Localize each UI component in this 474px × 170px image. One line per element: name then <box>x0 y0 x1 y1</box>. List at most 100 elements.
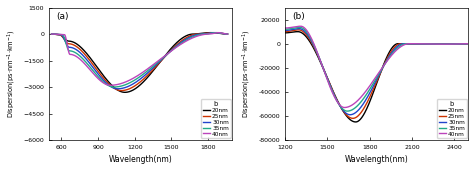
35nm <box>462 43 468 45</box>
35nm <box>442 43 448 45</box>
Line: 30nm: 30nm <box>285 29 468 115</box>
Line: 20nm: 20nm <box>285 32 468 122</box>
40nm <box>303 29 309 31</box>
30nm <box>116 88 122 90</box>
40nm <box>216 32 221 34</box>
35nm <box>314 51 320 53</box>
20nm <box>361 114 366 116</box>
25nm <box>350 117 356 119</box>
Y-axis label: Dispersion(ps·nm$^{-1}$·km$^{-1}$): Dispersion(ps·nm$^{-1}$·km$^{-1}$) <box>241 30 253 118</box>
30nm <box>314 52 320 54</box>
25nm <box>442 43 448 45</box>
Line: 25nm: 25nm <box>285 30 468 118</box>
20nm <box>225 33 230 35</box>
30nm <box>212 32 218 34</box>
Line: 35nm: 35nm <box>285 27 468 111</box>
40nm <box>116 83 122 85</box>
25nm <box>202 32 208 34</box>
30nm <box>347 114 353 116</box>
25nm <box>124 89 129 91</box>
40nm <box>79 60 85 62</box>
40nm <box>225 33 230 35</box>
25nm <box>283 31 288 33</box>
20nm <box>116 90 122 92</box>
Text: (b): (b) <box>292 12 305 21</box>
40nm <box>49 33 55 35</box>
25nm <box>225 33 230 35</box>
40nm <box>108 84 113 86</box>
30nm <box>202 33 208 35</box>
35nm <box>202 33 208 35</box>
20nm <box>49 33 55 35</box>
20nm <box>465 43 471 45</box>
30nm <box>79 54 85 56</box>
Line: 40nm: 40nm <box>52 33 228 85</box>
35nm <box>69 50 74 52</box>
25nm <box>353 117 358 119</box>
25nm <box>49 33 55 35</box>
25nm <box>221 33 227 35</box>
25nm <box>296 29 301 31</box>
40nm <box>465 43 471 45</box>
20nm <box>283 32 288 34</box>
30nm <box>353 112 358 114</box>
35nm <box>345 110 350 112</box>
35nm <box>124 83 129 85</box>
40nm <box>353 101 358 104</box>
35nm <box>353 106 358 108</box>
40nm <box>202 33 208 35</box>
30nm <box>361 103 366 105</box>
20nm <box>462 43 468 45</box>
Text: (a): (a) <box>56 12 69 21</box>
35nm <box>49 33 55 35</box>
30nm <box>442 43 448 45</box>
25nm <box>465 43 471 45</box>
Line: 40nm: 40nm <box>285 26 468 107</box>
25nm <box>462 43 468 45</box>
25nm <box>361 108 366 110</box>
Line: 30nm: 30nm <box>52 33 228 89</box>
25nm <box>314 53 320 55</box>
30nm <box>296 28 302 30</box>
40nm <box>124 80 129 82</box>
35nm <box>214 32 219 34</box>
20nm <box>295 31 301 33</box>
30nm <box>465 43 471 45</box>
35nm <box>465 43 471 45</box>
X-axis label: Wavelength(nm): Wavelength(nm) <box>345 155 409 164</box>
40nm <box>298 25 303 27</box>
25nm <box>118 90 124 92</box>
35nm <box>111 86 117 88</box>
35nm <box>283 28 288 30</box>
X-axis label: Wavelength(nm): Wavelength(nm) <box>109 155 173 164</box>
40nm <box>361 93 366 95</box>
35nm <box>116 86 122 88</box>
20nm <box>442 43 448 45</box>
40nm <box>314 51 320 53</box>
Legend: 20nm, 25nm, 30nm, 35nm, 40nm: 20nm, 25nm, 30nm, 35nm, 40nm <box>201 99 231 138</box>
30nm <box>124 86 129 88</box>
30nm <box>283 29 288 31</box>
25nm <box>69 43 74 45</box>
35nm <box>221 33 227 35</box>
20nm <box>208 32 213 34</box>
40nm <box>221 33 227 35</box>
25nm <box>303 33 309 36</box>
40nm <box>462 43 468 45</box>
35nm <box>79 57 85 59</box>
20nm <box>122 91 128 93</box>
20nm <box>124 91 129 93</box>
35nm <box>297 26 303 28</box>
Line: 25nm: 25nm <box>52 33 228 91</box>
20nm <box>314 54 320 56</box>
25nm <box>210 32 216 34</box>
20nm <box>353 121 358 123</box>
20nm <box>303 36 309 38</box>
20nm <box>79 47 85 49</box>
Line: 20nm: 20nm <box>52 33 228 92</box>
40nm <box>442 43 448 45</box>
25nm <box>79 50 85 52</box>
40nm <box>283 27 288 29</box>
35nm <box>361 98 366 100</box>
25nm <box>116 89 122 91</box>
